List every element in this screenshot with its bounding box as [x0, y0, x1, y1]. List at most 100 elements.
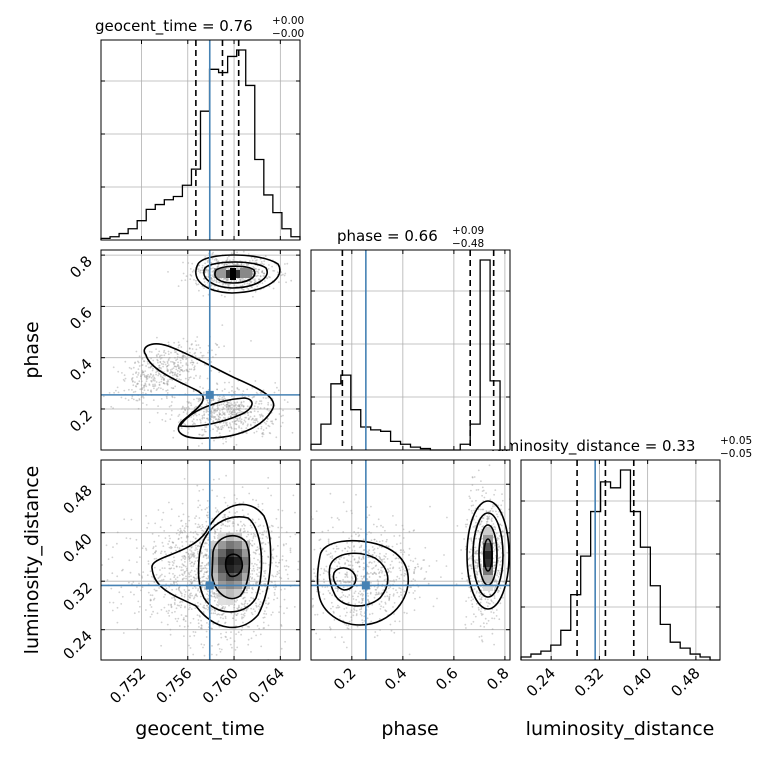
- sample-point: [237, 420, 240, 423]
- density-cell: [234, 557, 242, 565]
- sample-point: [366, 578, 369, 581]
- sample-point: [349, 581, 351, 584]
- sample-point: [218, 419, 221, 421]
- sample-point: [188, 554, 191, 557]
- sample-point: [191, 348, 194, 350]
- sample-point: [480, 635, 483, 638]
- sample-point: [353, 609, 356, 611]
- sample-point: [199, 375, 202, 377]
- sample-point: [277, 561, 280, 564]
- sample-point: [228, 531, 231, 534]
- sample-point: [233, 280, 236, 282]
- sample-point: [167, 379, 169, 381]
- sample-point: [492, 510, 494, 513]
- sample-point: [402, 528, 405, 531]
- sample-point: [252, 519, 254, 521]
- sample-point: [188, 368, 191, 371]
- sample-point: [344, 573, 347, 575]
- panel-border-phase-vs-luminosity-distance: [310, 459, 511, 661]
- sample-point: [182, 405, 184, 408]
- sample-point: [206, 525, 208, 527]
- sample-point: [477, 508, 480, 511]
- sample-point: [167, 353, 170, 356]
- sample-point: [188, 560, 191, 562]
- sample-point: [145, 549, 148, 551]
- sample-point: [281, 555, 284, 557]
- sample-point: [201, 586, 203, 589]
- sample-point: [238, 417, 241, 420]
- sample-point: [480, 593, 482, 596]
- sample-point: [327, 542, 330, 545]
- sample-point: [224, 404, 226, 407]
- sample-point: [282, 414, 284, 417]
- sample-point: [247, 414, 250, 417]
- sample-point: [485, 601, 488, 604]
- sample-point: [201, 266, 204, 269]
- sample-point: [493, 597, 496, 600]
- sample-point: [190, 368, 193, 371]
- sample-point: [233, 391, 235, 394]
- sample-point: [308, 602, 310, 604]
- sample-point: [362, 575, 365, 578]
- sample-point: [238, 405, 241, 408]
- sample-point: [135, 371, 138, 373]
- sample-point: [162, 382, 165, 384]
- sample-point: [205, 542, 208, 545]
- sample-point: [254, 582, 257, 584]
- sample-point: [486, 515, 489, 518]
- sample-point: [375, 540, 378, 543]
- sample-point: [193, 352, 196, 355]
- sample-point: [198, 626, 200, 628]
- sample-point: [161, 559, 163, 562]
- sample-point: [197, 264, 200, 267]
- sample-point: [169, 633, 172, 636]
- sample-point: [188, 556, 190, 558]
- sample-point: [182, 272, 185, 275]
- sample-point: [348, 580, 351, 583]
- sample-point: [210, 399, 213, 401]
- sample-point: [348, 554, 350, 557]
- sample-point: [358, 601, 360, 603]
- sample-point: [307, 566, 309, 568]
- sample-point: [236, 599, 239, 602]
- sample-point: [266, 417, 269, 420]
- sample-point: [154, 383, 156, 386]
- sample-point: [240, 264, 243, 266]
- sample-point: [262, 389, 265, 392]
- sample-point: [223, 263, 226, 266]
- sample-point: [193, 596, 196, 599]
- sample-point: [252, 551, 255, 554]
- sample-point: [202, 392, 205, 395]
- sample-point: [231, 406, 233, 409]
- sample-point: [131, 380, 134, 383]
- sample-point: [220, 607, 223, 610]
- sample-point: [474, 615, 477, 618]
- sample-point: [481, 490, 484, 492]
- sample-point: [242, 279, 245, 281]
- sample-point: [213, 595, 216, 598]
- sample-point: [217, 408, 220, 411]
- sample-point: [381, 570, 384, 573]
- sample-point: [413, 568, 416, 571]
- sample-point: [330, 516, 333, 519]
- sample-point: [167, 350, 170, 353]
- sample-point: [170, 545, 172, 548]
- sample-point: [494, 489, 497, 491]
- sample-point: [346, 581, 348, 584]
- sample-point: [266, 408, 269, 411]
- sample-point: [403, 590, 406, 593]
- sample-point: [408, 554, 410, 556]
- sample-point: [400, 562, 403, 564]
- sample-point: [275, 555, 278, 558]
- sample-point: [374, 631, 377, 633]
- sample-point: [391, 560, 393, 563]
- sample-point: [187, 535, 189, 538]
- sample-point: [257, 525, 260, 528]
- sample-point: [271, 556, 274, 559]
- sample-point: [476, 565, 479, 568]
- sample-point: [474, 561, 477, 563]
- sample-point: [181, 545, 184, 548]
- sample-point: [211, 411, 214, 414]
- sample-point: [140, 384, 143, 386]
- sample-point: [196, 576, 199, 578]
